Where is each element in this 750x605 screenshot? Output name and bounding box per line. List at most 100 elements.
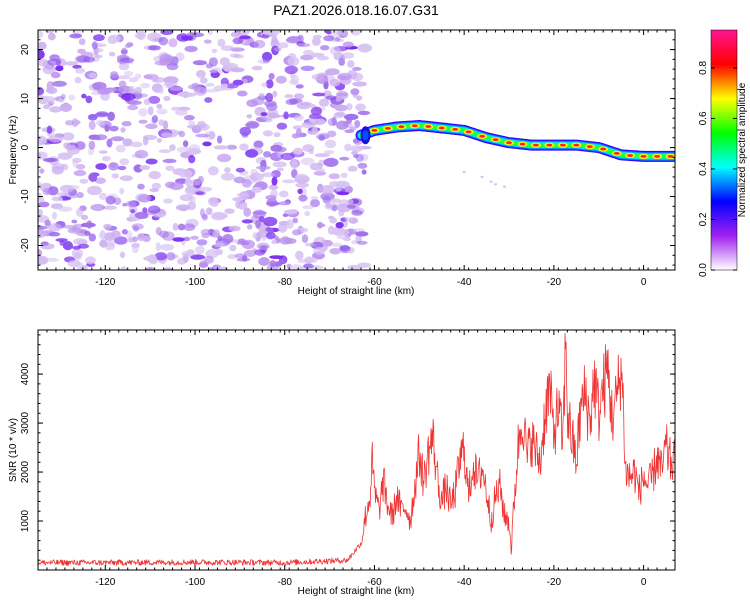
- signal-hotspot-core: [613, 152, 620, 155]
- noise-blob: [67, 227, 83, 234]
- y-tick-label: 20: [20, 44, 31, 56]
- noise-blob: [265, 231, 276, 240]
- noise-blob: [43, 157, 58, 163]
- noise-blob: [331, 204, 338, 212]
- noise-blob: [117, 165, 127, 171]
- noise-blob: [271, 239, 278, 245]
- x-tick-label: -120: [95, 577, 115, 588]
- noise-blob: [308, 103, 316, 108]
- noise-blob: [304, 242, 315, 247]
- noise-blob: [317, 168, 325, 173]
- noise-blob: [217, 153, 232, 163]
- noise-blob: [235, 167, 245, 173]
- noise-blob: [277, 167, 284, 172]
- noise-blob: [166, 62, 179, 71]
- stray-point: [494, 183, 498, 186]
- noise-blob: [214, 248, 223, 256]
- noise-blob: [126, 200, 137, 208]
- colorbar: 0.0 0.2 0.4 0.6 0.8 Normalized spectral ampl…: [698, 29, 748, 277]
- noise-blob: [318, 135, 326, 141]
- noise-blob: [216, 135, 223, 144]
- noise-blob: [269, 112, 277, 119]
- noise-blob: [148, 95, 161, 104]
- signal-hotspot-core: [384, 126, 391, 130]
- noise-blob: [356, 95, 363, 101]
- colorbar-ticks: 0.0 0.2 0.4 0.6 0.8: [698, 61, 737, 277]
- noise-blob: [307, 257, 318, 264]
- noise-blob: [91, 41, 98, 50]
- noise-blob: [184, 114, 195, 121]
- noise-blob: [163, 198, 173, 204]
- noise-blob: [46, 86, 56, 93]
- noise-blob: [351, 240, 357, 245]
- noise-blob: [244, 122, 259, 128]
- noise-blob: [317, 221, 323, 229]
- noise-blob: [357, 110, 371, 116]
- noise-blob: [134, 33, 144, 39]
- noise-blob: [263, 216, 278, 227]
- noise-blob: [295, 250, 304, 260]
- noise-blob: [108, 162, 119, 171]
- noise-blob: [151, 182, 161, 190]
- noise-blob: [38, 181, 43, 190]
- noise-blob: [134, 211, 149, 219]
- noise-blob: [107, 111, 115, 122]
- noise-blob: [203, 39, 212, 44]
- noise-blob: [93, 34, 105, 42]
- noise-blob: [120, 47, 128, 56]
- x-tick-label: -60: [367, 277, 382, 288]
- noise-blob: [38, 87, 45, 96]
- noise-blob: [88, 120, 96, 130]
- noise-blob: [76, 55, 91, 63]
- noise-blob: [120, 93, 136, 101]
- noise-blob: [213, 212, 228, 220]
- noise-blob: [172, 237, 185, 242]
- noise-blob: [62, 241, 73, 251]
- noise-blob: [122, 202, 128, 207]
- noise-blob: [58, 98, 64, 103]
- noise-blob: [106, 138, 113, 148]
- noise-blob: [119, 158, 129, 166]
- y-tick-label: 3000: [20, 412, 31, 435]
- noise-blob: [118, 62, 130, 71]
- noise-blob: [178, 169, 193, 178]
- noise-blob: [38, 49, 45, 60]
- noise-blob: [261, 82, 268, 88]
- noise-blob: [108, 34, 121, 44]
- noise-blob: [157, 88, 165, 94]
- noise-blob: [219, 266, 228, 270]
- spectrogram-noise: [38, 30, 373, 270]
- noise-blob: [334, 37, 341, 42]
- noise-blob: [190, 235, 200, 240]
- y-tick-label: 2000: [20, 460, 31, 483]
- noise-blob: [232, 37, 244, 45]
- noise-blob: [88, 140, 96, 150]
- noise-blob: [119, 187, 125, 195]
- noise-blob: [300, 157, 315, 166]
- noise-blob: [51, 196, 63, 202]
- noise-blob: [55, 238, 68, 242]
- noise-blob: [38, 208, 43, 217]
- signal-hotspot-core: [506, 141, 512, 145]
- noise-blob: [361, 169, 367, 175]
- noise-blob: [188, 84, 200, 90]
- noise-blob: [271, 176, 278, 186]
- signal-hotspot-core: [492, 138, 499, 142]
- noise-blob: [120, 251, 125, 258]
- noise-blob: [137, 194, 152, 203]
- noise-blob: [169, 86, 183, 91]
- noise-blob: [202, 141, 212, 147]
- y-tick-label: 4000: [20, 363, 31, 386]
- noise-blob: [352, 66, 362, 71]
- x-tick-label: 0: [641, 277, 647, 288]
- noise-blob: [236, 241, 250, 246]
- noise-blob: [252, 232, 258, 239]
- noise-blob: [87, 114, 98, 121]
- snr-line: [38, 333, 675, 566]
- noise-blob: [48, 231, 61, 237]
- noise-blob: [312, 34, 323, 40]
- noise-blob: [119, 57, 135, 63]
- noise-blob: [282, 179, 296, 184]
- noise-blob: [138, 108, 148, 117]
- noise-blob: [72, 64, 82, 69]
